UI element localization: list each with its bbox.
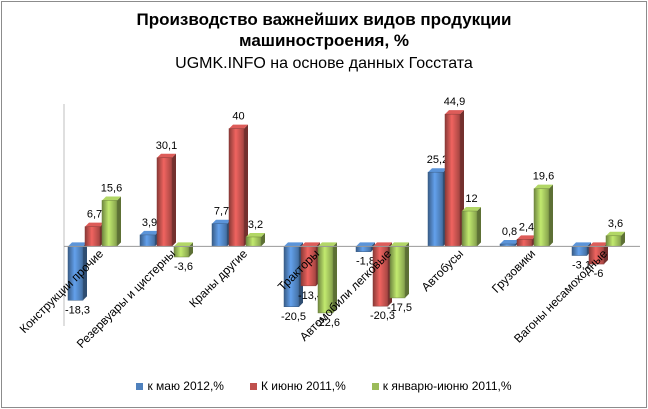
bar-s2-c3-top xyxy=(229,124,248,129)
bar-s3-c5 xyxy=(389,246,406,299)
bar-s3-c5-side xyxy=(405,242,409,298)
bar-s2-c4-top xyxy=(301,242,320,247)
bar-s3-c7-side xyxy=(549,184,553,247)
bar-s1-c6 xyxy=(427,171,444,247)
legend-label-series-1: к маю 2012,% xyxy=(147,379,224,393)
data-label-s3-c2: -3,6 xyxy=(174,261,193,273)
bar-s2-c1 xyxy=(84,226,101,247)
category-label-6: Автобусы xyxy=(419,247,467,295)
bar-s1-c3-top xyxy=(212,219,231,224)
data-label-s2-c3: 40 xyxy=(232,111,244,123)
data-label-s2-c8: -6 xyxy=(594,268,604,280)
bar-s3-c8-side xyxy=(621,231,625,247)
bar-s2-c1-top xyxy=(85,222,104,227)
legend-swatch-series-3 xyxy=(371,382,379,390)
bar-s1-c7-top xyxy=(500,240,519,245)
data-label-s2-c2: 30,1 xyxy=(156,140,177,152)
bar-s3-c1-top xyxy=(102,196,121,201)
bar-s1-c1-top xyxy=(68,242,87,247)
bar-s2-c7-top xyxy=(517,235,536,240)
data-label-s3-c1: 15,6 xyxy=(101,182,122,194)
bar-s1-c8-top xyxy=(572,242,591,247)
bar-s3-c6-top xyxy=(462,207,481,212)
bar-s1-c6-top xyxy=(428,168,447,173)
bar-s2-c3 xyxy=(228,128,245,247)
bar-s3-c5-top xyxy=(390,242,409,247)
bar-s3-c7 xyxy=(533,188,550,247)
data-label-s1-c6: 25,2 xyxy=(427,154,448,166)
bar-s1-c8 xyxy=(571,246,588,256)
bar-s3-c1 xyxy=(101,200,118,247)
bar-s3-c1-side xyxy=(117,196,121,247)
bar-s3-c2-top xyxy=(174,242,193,247)
data-label-s3-c6: 12 xyxy=(465,193,477,205)
data-label-s2-c6: 44,9 xyxy=(444,96,465,108)
data-label-s2-c4: -13,4 xyxy=(298,290,323,302)
bar-s1-c2-top xyxy=(140,230,159,235)
data-label-s3-c3: 3,2 xyxy=(248,219,263,231)
category-label-7: Грузовики xyxy=(489,247,538,296)
data-label-s3-c8: 3,6 xyxy=(608,218,623,230)
bar-s3-c3-top xyxy=(246,232,265,237)
bar-s2-c8-top xyxy=(589,242,608,247)
bar-s3-c6 xyxy=(461,210,478,247)
bar-s3-c4-top xyxy=(318,242,337,247)
bar-s2-c2-top xyxy=(157,153,176,158)
bar-s1-c5-top xyxy=(356,242,375,247)
legend-item-series-2: К июню 2011,% xyxy=(249,379,346,393)
legend-label-series-3: к январю-июню 2011,% xyxy=(382,379,512,393)
data-label-s1-c3: 7,7 xyxy=(214,206,229,218)
data-label-s1-c1: -18,3 xyxy=(65,304,90,316)
bar-s3-c3-side xyxy=(261,232,265,247)
bar-s1-c3 xyxy=(211,223,228,247)
bar-s2-c6 xyxy=(444,113,461,247)
bar-s2-c7 xyxy=(516,239,533,247)
data-label-s1-c7: 0,8 xyxy=(502,226,517,238)
bar-s2-c3-side xyxy=(244,124,248,247)
data-label-s2-c7: 2,4 xyxy=(519,221,534,233)
bar-s2-c2 xyxy=(156,157,173,247)
bar-s2-c8-side xyxy=(604,242,608,265)
chart-legend: к маю 2012,% К июню 2011,% к январю-июню… xyxy=(0,379,648,393)
bar-s2-c2-side xyxy=(172,153,176,247)
legend-swatch-series-1 xyxy=(136,382,144,390)
data-label-s1-c5: -1,8 xyxy=(356,256,375,268)
chart-title-line2: машиностроения, % xyxy=(238,31,410,50)
data-label-s1-c4: -20,5 xyxy=(281,311,306,323)
bar-s3-c8-top xyxy=(606,231,625,236)
bar-s1-c2 xyxy=(139,234,156,247)
data-label-s2-c1: 6,7 xyxy=(87,209,102,221)
bar-s3-c8 xyxy=(605,235,622,247)
bar-s1-c4-top xyxy=(284,242,303,247)
data-label-s3-c7: 19,6 xyxy=(533,171,554,183)
bar-s3-c6-side xyxy=(477,207,481,247)
data-label-s1-c8: -3,1 xyxy=(572,260,591,272)
legend-item-series-3: к январю-июню 2011,% xyxy=(371,379,512,393)
data-label-s3-c5: -17,5 xyxy=(387,302,412,314)
bar-s2-c5-top xyxy=(373,242,392,247)
data-label-s1-c2: 3,9 xyxy=(142,217,157,229)
data-label-s2-c5: -20,3 xyxy=(370,310,395,322)
legend-label-series-2: К июню 2011,% xyxy=(260,379,346,393)
bar-s3-c4-side xyxy=(333,242,337,313)
category-label-3: Краны другие xyxy=(186,246,250,310)
bar-s1-c5 xyxy=(355,246,372,252)
bar-s1-c1-side xyxy=(83,242,87,301)
bar-s2-c6-top xyxy=(445,110,464,115)
legend-swatch-series-2 xyxy=(249,382,257,390)
chart-subtitle: UGMK.INFO на основе данных Госстата xyxy=(175,55,473,72)
legend-item-series-1: к маю 2012,% xyxy=(136,379,224,393)
data-label-s3-c4: -22,6 xyxy=(315,317,340,329)
bar-s3-c7-top xyxy=(534,184,553,189)
bar-s3-c3 xyxy=(245,236,262,247)
chart-title-line1: Производство важнейших видов продукции xyxy=(136,10,512,29)
